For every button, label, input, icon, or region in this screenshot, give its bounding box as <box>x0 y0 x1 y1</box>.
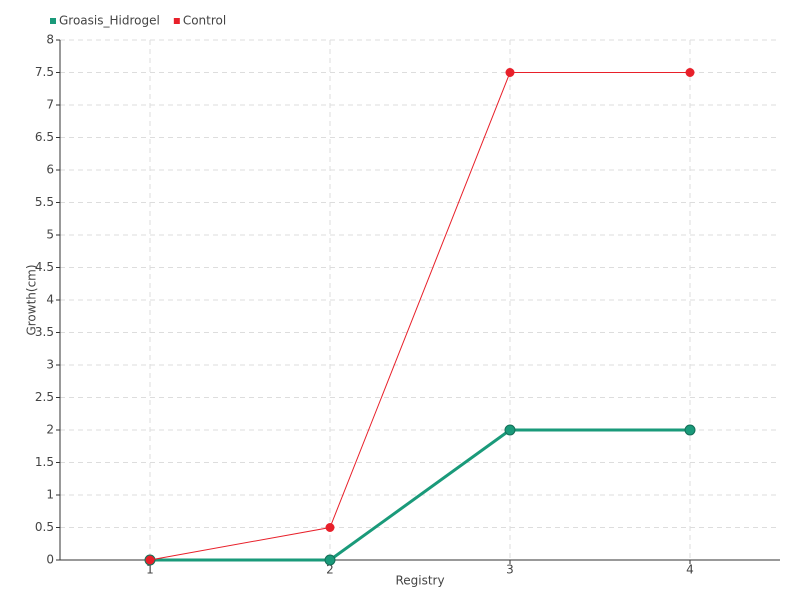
point <box>685 68 695 77</box>
y-tick-label: 4.5 <box>35 260 54 274</box>
y-tick-label: 6 <box>46 163 54 177</box>
x-tick-label: 3 <box>506 563 514 577</box>
y-tick-label: 3 <box>46 358 54 372</box>
series-line <box>149 72 690 561</box>
y-tick-label: 5.5 <box>35 195 54 209</box>
y-tick-label: 5 <box>46 228 54 242</box>
y-tick-label: 1.5 <box>35 455 54 469</box>
y-tick-label: 0.5 <box>35 520 54 534</box>
y-tick-label: 7.5 <box>35 65 54 79</box>
y-tick-label: 6.5 <box>35 130 54 144</box>
y-tick-label: 7 <box>46 98 54 112</box>
y-tick-label: 3.5 <box>35 325 54 339</box>
point <box>145 555 155 565</box>
y-tick-label: 4 <box>46 293 54 307</box>
x-tick-label: 4 <box>686 563 694 577</box>
point <box>684 424 696 436</box>
legend-marker <box>50 18 56 24</box>
point <box>324 554 336 566</box>
legend-marker <box>173 18 180 24</box>
legend-label: Groasis_Hidrogel <box>59 14 160 28</box>
legend-label: Control <box>183 14 226 28</box>
y-tick-label: 8 <box>46 33 54 47</box>
y-tick-label: 2 <box>46 423 54 437</box>
x-tick-label: 2 <box>326 563 334 577</box>
y-tick-label: 0 <box>46 553 54 567</box>
point <box>504 424 516 436</box>
x-axis-label: Registry <box>395 574 444 588</box>
y-tick-label: 1 <box>46 488 54 502</box>
point <box>505 68 515 77</box>
x-tick-label: 1 <box>146 563 154 577</box>
series-line <box>150 428 690 562</box>
y-tick-label: 2.5 <box>35 390 54 404</box>
y-axis-label: Growth(cm) <box>25 264 39 335</box>
point <box>325 523 335 532</box>
